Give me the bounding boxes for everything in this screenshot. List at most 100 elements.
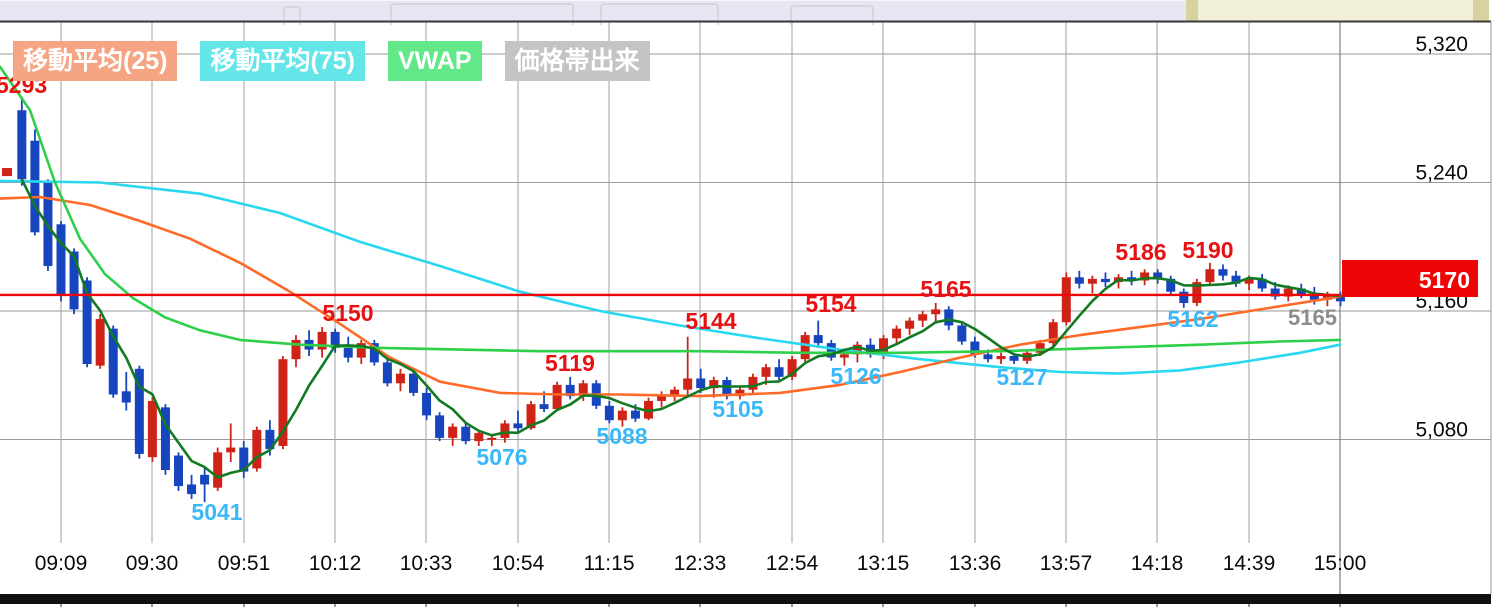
candle bbox=[278, 359, 288, 446]
price-annotation-high: 5150 bbox=[322, 300, 373, 326]
candle bbox=[709, 380, 719, 389]
candle bbox=[630, 410, 640, 419]
price-annotation-low: 5105 bbox=[712, 396, 763, 422]
price-annotation-high: 5165 bbox=[920, 276, 971, 302]
candle bbox=[670, 389, 680, 395]
candle bbox=[813, 335, 823, 344]
bottom-bar[interactable] bbox=[0, 594, 1491, 604]
candle bbox=[931, 309, 941, 315]
candle bbox=[474, 433, 484, 442]
candle bbox=[500, 423, 510, 438]
candle bbox=[1192, 282, 1202, 303]
candle bbox=[879, 338, 889, 355]
candle bbox=[1009, 355, 1019, 361]
price-annotation-low: 5126 bbox=[830, 363, 881, 389]
bottom-tick bbox=[1339, 604, 1341, 607]
candle bbox=[461, 426, 471, 442]
candle bbox=[1166, 278, 1176, 292]
ma25-line bbox=[0, 195, 1342, 398]
candle bbox=[905, 320, 915, 329]
bottom-tick bbox=[791, 604, 793, 607]
candle bbox=[121, 391, 131, 403]
bottom-tick bbox=[882, 604, 884, 607]
legend-item-volume-by-price[interactable]: 価格帯出来 bbox=[504, 41, 650, 81]
candle bbox=[526, 404, 536, 429]
price-annotation-high: 5186 bbox=[1115, 239, 1166, 265]
window-top-corner bbox=[1489, 0, 1500, 22]
bottom-tick bbox=[699, 604, 701, 607]
window-artifact bbox=[283, 6, 301, 25]
candle bbox=[957, 325, 967, 342]
candle bbox=[722, 380, 732, 397]
bottom-tick bbox=[1156, 604, 1158, 607]
candle bbox=[970, 341, 980, 355]
legend-item-vwap[interactable]: VWAP bbox=[387, 41, 482, 81]
candle bbox=[565, 384, 575, 397]
candle bbox=[761, 367, 771, 377]
x-axis-label: 09:09 bbox=[35, 552, 88, 575]
candle bbox=[369, 343, 379, 363]
price-annotation-low: 5041 bbox=[191, 499, 242, 525]
x-axis-label: 10:33 bbox=[400, 552, 453, 575]
x-axis-label: 09:51 bbox=[218, 552, 271, 575]
window-artifact bbox=[790, 5, 874, 25]
candle bbox=[683, 378, 693, 390]
candle bbox=[1231, 275, 1241, 284]
candle bbox=[1048, 322, 1058, 344]
candle bbox=[330, 331, 340, 348]
candle bbox=[226, 447, 236, 453]
candle bbox=[448, 426, 458, 438]
candle bbox=[435, 415, 445, 438]
candle bbox=[983, 354, 993, 360]
edge-candle bbox=[2, 168, 12, 177]
candle bbox=[56, 224, 66, 295]
candle bbox=[839, 354, 849, 358]
candle bbox=[1335, 294, 1345, 302]
price-badge-label: 5170 bbox=[1419, 267, 1470, 293]
candle bbox=[1257, 278, 1267, 289]
x-axis-label: 13:15 bbox=[857, 552, 910, 575]
candle bbox=[774, 367, 784, 377]
candle bbox=[892, 328, 902, 339]
candle bbox=[95, 319, 105, 366]
x-axis-label: 14:18 bbox=[1131, 552, 1184, 575]
x-axis-label: 14:39 bbox=[1223, 552, 1276, 575]
bottom-tick bbox=[974, 604, 976, 607]
y-axis-label: 5,240 bbox=[1415, 162, 1468, 185]
x-axis-label: 13:36 bbox=[949, 552, 1002, 575]
window-artifact bbox=[390, 3, 574, 25]
bottom-tick bbox=[243, 604, 245, 607]
price-annotation-high: 5119 bbox=[545, 350, 595, 376]
candle bbox=[356, 343, 366, 358]
candle bbox=[852, 344, 862, 355]
price-annotation-low: 5162 bbox=[1167, 306, 1218, 332]
legend-item-ma25[interactable]: 移動平均(25) bbox=[13, 41, 178, 81]
last-price-label: 5165 bbox=[1288, 305, 1337, 330]
candle bbox=[944, 309, 954, 326]
x-axis-label: 15:00 bbox=[1314, 552, 1367, 575]
candle bbox=[213, 452, 223, 488]
candle bbox=[17, 110, 27, 180]
candle bbox=[147, 400, 157, 458]
y-axis-label: 5,080 bbox=[1415, 419, 1468, 442]
ma75-line bbox=[0, 179, 1342, 375]
candle bbox=[539, 404, 549, 409]
legend-item-ma75[interactable]: 移動平均(75) bbox=[200, 41, 365, 81]
bottom-tick bbox=[425, 604, 427, 607]
candle bbox=[996, 355, 1006, 360]
candle bbox=[1140, 272, 1150, 281]
candle bbox=[422, 392, 432, 416]
price-annotation-high: 5154 bbox=[805, 291, 856, 317]
candle bbox=[174, 455, 184, 487]
bottom-tick bbox=[151, 604, 153, 607]
x-axis-label: 10:12 bbox=[309, 552, 362, 575]
candle bbox=[644, 400, 654, 419]
candle bbox=[291, 339, 301, 360]
candle bbox=[1074, 277, 1084, 284]
candle bbox=[1309, 294, 1319, 300]
x-axis-label: 09:30 bbox=[126, 552, 179, 575]
candle bbox=[343, 347, 353, 358]
candle bbox=[1179, 291, 1189, 303]
indicator-legend: 移動平均(25) 移動平均(75) VWAP 価格帯出来 bbox=[13, 41, 650, 81]
